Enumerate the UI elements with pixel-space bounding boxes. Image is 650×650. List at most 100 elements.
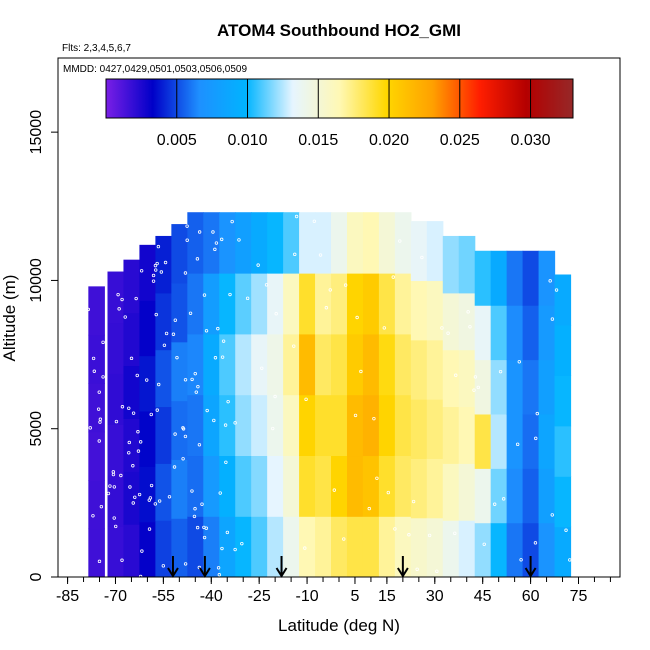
heatmap-cell	[203, 333, 220, 396]
heatmap-cell	[171, 341, 188, 402]
sample-marker	[435, 569, 439, 574]
sample-marker	[220, 546, 224, 551]
sample-marker	[136, 430, 140, 434]
heatmap-cell	[474, 359, 492, 415]
sample-marker	[129, 356, 134, 361]
x-tick-label: -25	[248, 588, 271, 605]
sample-marker	[155, 408, 159, 412]
sample-marker	[219, 237, 224, 242]
sample-marker	[468, 325, 472, 329]
sample-marker	[398, 239, 402, 243]
sample-marker	[108, 484, 112, 488]
heatmap-cell	[346, 212, 364, 274]
sample-marker	[153, 263, 158, 268]
heatmap-cell	[88, 480, 105, 530]
heatmap-cell	[283, 455, 300, 517]
sample-marker	[120, 558, 124, 562]
heatmap-cell	[331, 273, 348, 335]
heatmap-cell	[394, 212, 412, 274]
sample-marker	[114, 524, 118, 529]
heatmap-cell	[442, 235, 460, 294]
sample-marker	[156, 244, 161, 249]
heatmap-cell	[267, 394, 284, 457]
sample-marker	[535, 411, 539, 416]
flight-arrow	[524, 556, 537, 578]
heatmap-cell	[522, 359, 540, 415]
sample-marker	[498, 369, 503, 374]
heatmap-cell	[123, 418, 141, 472]
sample-marker	[466, 310, 470, 314]
flight-arrow	[167, 556, 179, 578]
sample-marker	[195, 525, 200, 530]
heatmap-cell	[155, 406, 172, 464]
sample-marker	[230, 219, 234, 224]
heatmap-cell	[554, 425, 572, 477]
heatmap-cell	[362, 273, 380, 335]
sample-marker	[133, 495, 137, 500]
sample-marker	[200, 502, 204, 506]
heatmap-cell	[299, 394, 316, 457]
sample-marker	[131, 501, 135, 505]
sample-marker	[183, 434, 188, 439]
heatmap-cell	[331, 516, 348, 577]
sample-marker	[188, 311, 193, 315]
y-tick-label: 15000	[28, 110, 45, 155]
sample-marker	[233, 547, 237, 552]
sample-marker	[293, 252, 297, 257]
sample-marker	[127, 451, 131, 455]
heatmap-cell	[219, 333, 236, 396]
sample-marker	[148, 496, 153, 500]
heatmap-cell	[346, 455, 364, 517]
sample-marker	[382, 326, 387, 330]
heatmap-cell	[426, 280, 444, 341]
sample-marker	[304, 397, 308, 402]
sample-marker	[127, 406, 131, 410]
sample-marker	[204, 526, 209, 530]
heatmap-cell	[426, 458, 444, 519]
sample-marker	[225, 530, 230, 535]
sample-marker	[96, 407, 101, 411]
sample-marker	[237, 238, 241, 242]
sample-marker	[223, 423, 228, 427]
sample-marker	[162, 343, 167, 347]
sample-marker	[427, 533, 432, 538]
heatmap-cell	[394, 455, 412, 517]
flight-arrow	[275, 556, 288, 578]
sample-marker	[233, 421, 237, 425]
heatmap-cell	[490, 359, 508, 415]
sample-marker	[120, 297, 124, 302]
heatmap-cell	[107, 424, 125, 476]
sample-marker	[473, 375, 478, 379]
heatmap-cell	[474, 522, 492, 577]
heatmap-cell	[554, 476, 572, 528]
x-axis: -85 -70 -55 -40 -25 -10 5 15 30 45 60 75	[56, 577, 611, 605]
heatmap-cell	[251, 273, 268, 335]
heatmap-cell	[458, 349, 476, 408]
heatmap-cell	[506, 250, 524, 306]
sample-marker	[131, 464, 135, 468]
sample-marker	[153, 502, 158, 506]
sample-marker	[98, 417, 103, 421]
heatmap-cell	[410, 280, 428, 341]
heatmap-cell	[458, 463, 476, 521]
sample-marker	[264, 283, 269, 287]
heatmap-cell	[171, 400, 188, 460]
sample-marker	[440, 326, 444, 330]
heatmap-cell	[490, 250, 508, 306]
colorbar-tick-label: 0.025	[440, 132, 480, 149]
heatmap-cell	[442, 349, 460, 408]
sample-marker	[359, 369, 363, 374]
x-tick-label: 45	[474, 588, 492, 605]
sample-marker	[157, 382, 161, 387]
heatmap-cell	[506, 522, 524, 577]
sample-marker	[454, 373, 458, 377]
sample-marker	[185, 238, 189, 242]
heatmap-cell	[123, 259, 141, 314]
sample-marker	[128, 485, 132, 489]
heatmap-cell	[155, 292, 172, 351]
heatmap-cell	[88, 528, 105, 577]
heatmap-cell	[490, 468, 508, 524]
heatmap-cell	[490, 522, 508, 577]
heatmap-cell	[123, 312, 141, 367]
heatmap-cell	[346, 394, 364, 457]
